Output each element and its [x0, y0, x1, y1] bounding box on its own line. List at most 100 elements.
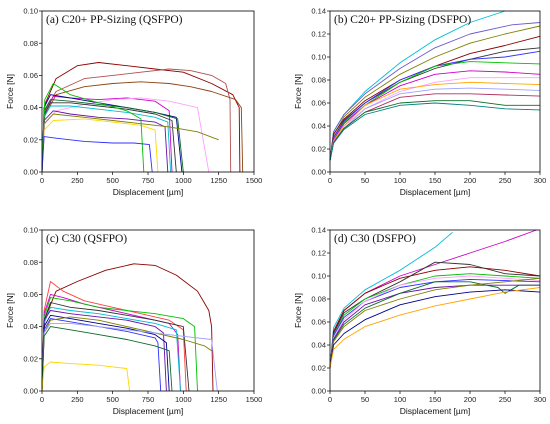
- x-tick-label: 300: [534, 395, 547, 404]
- x-axis-label: Displacement [µm]: [113, 187, 184, 197]
- y-tick-label: 0.02: [23, 354, 38, 363]
- y-tick-label: 0.08: [311, 76, 326, 85]
- y-axis-label: Force [N]: [293, 74, 303, 109]
- series-line-4: [41, 95, 173, 173]
- series-line-1: [41, 62, 241, 173]
- y-tick-label: 0.06: [23, 71, 38, 80]
- chart-panel-4: 0 50 100 150 200 250 300 0.00 0.02 0.04 0.06 0.08 0.…: [293, 226, 546, 416]
- panel-title: (b) C20+ PP-Sizing (DSFPO): [334, 14, 471, 26]
- y-axis-label: Force [N]: [5, 74, 15, 109]
- x-tick-label: 250: [499, 395, 512, 404]
- x-tick-label: 250: [499, 176, 512, 185]
- series-line-6: [41, 306, 181, 392]
- series-line-2: [329, 22, 541, 161]
- series-line-1: [329, 10, 506, 161]
- series-line-12: [41, 326, 173, 392]
- series-line-1: [329, 229, 537, 369]
- x-tick-label: 1500: [246, 176, 263, 185]
- y-tick-label: 0.10: [23, 226, 38, 235]
- series-line-9: [41, 318, 162, 392]
- series-line-12: [41, 118, 159, 173]
- chart-panel-3: 0 250 500 750 1000 1250 1500 0.00 0.02 0.04 0.06 0.…: [5, 226, 262, 416]
- series-line-3: [329, 25, 541, 161]
- series-line-9: [41, 105, 172, 173]
- x-tick-label: 0: [328, 176, 332, 185]
- y-tick-label: 0.06: [311, 318, 326, 327]
- x-tick-label: 100: [394, 395, 407, 404]
- series-line-11: [41, 322, 218, 392]
- series-line-9: [329, 77, 540, 161]
- series-line-12: [329, 93, 541, 161]
- x-tick-label: 500: [106, 176, 119, 185]
- series-line-10: [329, 81, 541, 161]
- panel-title: (c) C30 (QSFPO): [46, 233, 127, 245]
- series-line-4: [41, 297, 198, 392]
- x-tick-label: 0: [40, 395, 44, 404]
- y-tick-label: 0.04: [311, 122, 326, 131]
- y-tick-label: 0.12: [311, 30, 326, 39]
- plot-frame: [329, 10, 541, 173]
- series-line-14: [329, 102, 541, 161]
- series-line-2: [41, 68, 232, 173]
- series-line-8: [41, 314, 170, 392]
- series-line-6: [329, 278, 541, 369]
- series-line-13: [41, 361, 131, 392]
- y-tick-label: 0.10: [23, 7, 38, 16]
- y-tick-label: 0.02: [311, 364, 326, 373]
- y-axis-label: Force [N]: [5, 293, 15, 328]
- series-line-10: [41, 316, 212, 392]
- y-tick-label: 0.08: [23, 39, 38, 48]
- y-axis-label: Force [N]: [293, 293, 303, 328]
- series-line-4: [329, 261, 541, 369]
- y-tick-label: 0.00: [311, 387, 326, 396]
- series-line-6: [329, 50, 541, 161]
- x-tick-label: 500: [106, 395, 119, 404]
- x-tick-label: 1250: [210, 176, 227, 185]
- plot-frame: [41, 10, 255, 173]
- series-line-3: [41, 81, 244, 173]
- x-tick-label: 250: [71, 176, 84, 185]
- x-tick-label: 0: [328, 395, 332, 404]
- series-line-3: [329, 266, 541, 369]
- y-tick-label: 0.12: [311, 249, 326, 258]
- x-tick-label: 750: [142, 176, 155, 185]
- series-line-11: [329, 289, 541, 369]
- panel-title: (d) C30 (DSFPO): [334, 233, 416, 245]
- x-tick-label: 50: [361, 176, 369, 185]
- panel-title: (a) C20+ PP-Sizing (QSFPO): [46, 14, 183, 26]
- x-tick-label: 1500: [246, 395, 263, 404]
- x-axis-label: Displacement [µm]: [400, 187, 471, 197]
- y-tick-label: 0.00: [23, 387, 38, 396]
- x-tick-label: 250: [71, 395, 84, 404]
- y-tick-label: 0.10: [311, 53, 326, 62]
- y-tick-label: 0.14: [311, 226, 326, 235]
- series-line-7: [329, 61, 541, 161]
- chart-panel-1: 0 250 500 750 1000 1250 1500 0.00 0.02 0.04 0.06 0.…: [5, 7, 262, 197]
- y-tick-label: 0.14: [311, 7, 326, 16]
- x-tick-label: 200: [464, 176, 477, 185]
- x-tick-label: 0: [40, 176, 44, 185]
- series-line-8: [329, 70, 541, 161]
- series-line-14: [41, 136, 153, 173]
- series-line-7: [41, 99, 184, 173]
- y-tick-label: 0.04: [23, 322, 38, 331]
- y-tick-label: 0.08: [23, 258, 38, 267]
- x-tick-label: 1000: [175, 176, 192, 185]
- y-tick-label: 0.00: [311, 168, 326, 177]
- x-tick-label: 1000: [175, 395, 192, 404]
- series-line-4: [329, 35, 541, 161]
- y-tick-label: 0.00: [23, 168, 38, 177]
- x-tick-label: 1250: [210, 395, 227, 404]
- series-line-5: [41, 302, 190, 392]
- series-line-12: [329, 287, 541, 369]
- series-line-11: [41, 113, 219, 173]
- series-line-8: [329, 284, 540, 369]
- series-line-8: [41, 102, 177, 173]
- y-tick-label: 0.04: [23, 103, 38, 112]
- x-tick-label: 150: [429, 395, 442, 404]
- series-line-10: [41, 110, 169, 173]
- x-tick-label: 150: [429, 176, 442, 185]
- x-tick-label: 50: [361, 395, 369, 404]
- series-line-10: [329, 277, 541, 369]
